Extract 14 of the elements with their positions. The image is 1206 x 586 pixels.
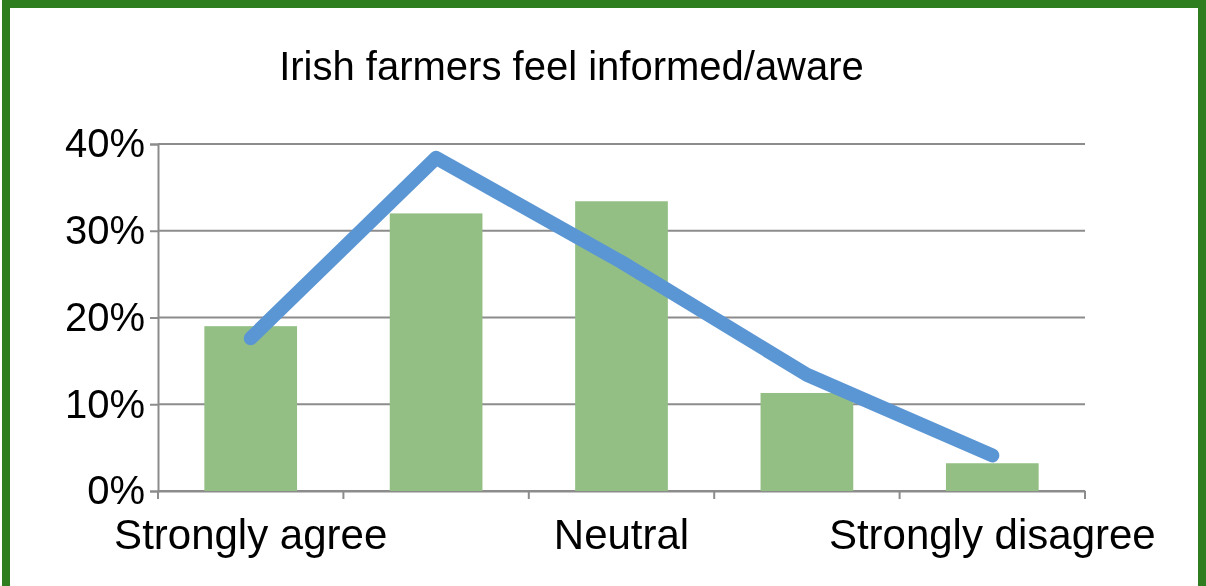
- x-tick-label: Strongly disagree: [828, 510, 1156, 558]
- x-tick-label: Strongly agree: [114, 510, 388, 558]
- bar: [575, 201, 668, 491]
- y-tick-label: 30%: [64, 208, 145, 253]
- x-tick-label: Neutral: [553, 510, 690, 558]
- bar: [204, 326, 298, 491]
- y-tick-label: 0%: [87, 468, 145, 513]
- chart-title: Irish farmers feel informed/aware: [279, 44, 864, 88]
- bar: [389, 213, 483, 491]
- bar: [760, 392, 854, 491]
- y-tick-label: 20%: [64, 294, 145, 339]
- y-tick-label: 10%: [64, 381, 145, 426]
- bar: [945, 463, 1039, 491]
- y-tick-label: 40%: [64, 121, 145, 166]
